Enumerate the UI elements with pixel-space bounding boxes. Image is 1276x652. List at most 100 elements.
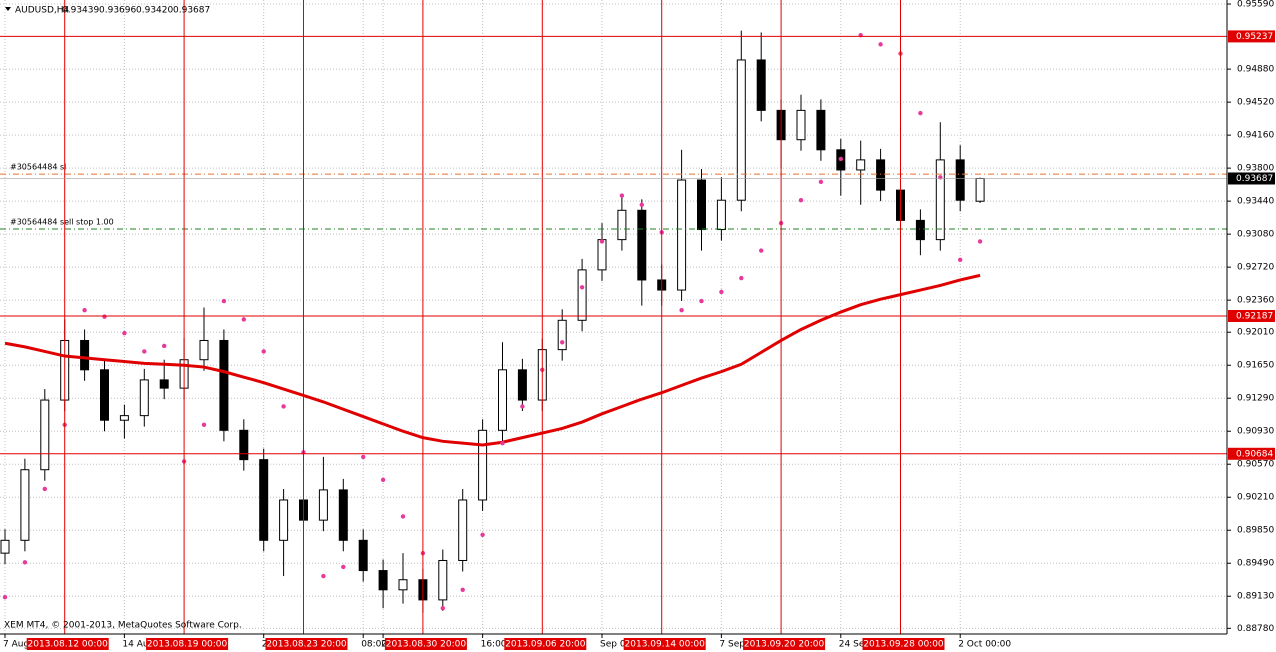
- candle-body: [577, 269, 587, 321]
- candle-body: [259, 459, 269, 541]
- sar-dot: [599, 239, 605, 244]
- vline-label-box: [384, 638, 467, 650]
- x-tick-label: 7 Aug 2: [3, 640, 38, 650]
- candle-body: [856, 159, 866, 171]
- candle-body: [458, 499, 468, 561]
- sar-dot: [380, 477, 386, 483]
- sar-dot: [42, 486, 47, 492]
- sar-dot: [341, 564, 346, 570]
- vline-label-box: [504, 638, 587, 650]
- candle-body: [318, 489, 328, 521]
- candle-body: [637, 209, 647, 281]
- sar-dot: [241, 317, 246, 322]
- y-tick-label: 0.89490: [1237, 559, 1274, 569]
- sar-dot: [460, 587, 465, 593]
- y-tick-label: 0.90570: [1237, 460, 1274, 470]
- x-tick-label: 16:00: [481, 640, 507, 650]
- y-tick-label: 0.93440: [1237, 197, 1274, 207]
- y-tick-label: 0.90930: [1237, 427, 1274, 437]
- y-tick-label: 0.94520: [1237, 98, 1274, 108]
- vline-label: 2013.09.06 20:00: [505, 640, 586, 650]
- x-tick-label: Sep 00:00: [600, 640, 646, 650]
- candle-body: [557, 319, 567, 351]
- sar-dot: [102, 314, 107, 319]
- copyright: XEM MT4, © 2001-2013, MetaQuotes Softwar…: [4, 621, 242, 631]
- sar-dot: [142, 349, 147, 354]
- vline-label: 2013.09.28 00:00: [863, 640, 944, 650]
- candle-body: [617, 209, 627, 241]
- sar-dot: [977, 239, 983, 244]
- sar-dot: [719, 289, 724, 295]
- vline-label: 2013.08.30 20:00: [386, 640, 467, 650]
- sar-dot: [221, 298, 227, 304]
- candle-body: [338, 489, 348, 541]
- y-tick-label: 0.88780: [1237, 624, 1274, 634]
- moving-average: [4, 273, 981, 447]
- candle-body: [697, 179, 706, 231]
- vline-label: 2013.09.14 00:00: [625, 640, 706, 650]
- vline-label-box: [623, 638, 706, 650]
- y-tick-label: 0.94160: [1237, 131, 1274, 141]
- x-tick-label: 2: [381, 640, 387, 650]
- sar-dot: [739, 275, 744, 281]
- candle-body: [358, 539, 368, 572]
- candle-body: [498, 369, 507, 431]
- sar-dot: [321, 573, 326, 579]
- sar-dot: [162, 343, 167, 349]
- y-tick-label: 0.89850: [1237, 526, 1274, 536]
- candle-body: [736, 59, 746, 201]
- sar-dot: [22, 560, 28, 565]
- sar-dot: [520, 404, 525, 409]
- price-label: 0.93687: [1236, 174, 1273, 184]
- candle-body: [199, 339, 209, 361]
- price-label-box: [1228, 172, 1275, 185]
- sar-dot: [82, 308, 87, 313]
- sar-dot: [361, 454, 366, 460]
- level-label: 0.90684: [1236, 449, 1273, 459]
- sar-dot: [759, 248, 764, 253]
- candle-body: [100, 369, 109, 421]
- candle-body: [876, 159, 886, 191]
- candle-body: [378, 570, 388, 591]
- candle-body: [935, 159, 945, 241]
- candle-body: [139, 379, 149, 417]
- level-label-box: [1228, 309, 1275, 322]
- y-tick-label: 0.91290: [1237, 394, 1274, 404]
- y-tick-label: 0.91650: [1237, 361, 1274, 371]
- y-tick-label: 0.93080: [1237, 230, 1274, 240]
- sar-dot: [918, 110, 923, 116]
- sar-dot: [281, 404, 286, 409]
- x-tick-label: 24 Sep 1: [839, 640, 879, 650]
- sar-dot: [798, 198, 804, 203]
- order-label: #30564484 sl: [10, 163, 66, 172]
- vline-label-box: [146, 638, 229, 650]
- y-tick-label: 0.92720: [1237, 263, 1274, 273]
- ohlc-low: 0.93420: [136, 6, 173, 16]
- level-label: 0.92187: [1236, 311, 1273, 321]
- vline-label-box: [862, 638, 945, 650]
- y-tick-label: 0.95590: [1237, 0, 1274, 10]
- order-label: #30564484 sell stop 1.00: [10, 217, 114, 226]
- sar-dot: [579, 285, 585, 290]
- candle-body: [915, 219, 925, 241]
- candle-body: [279, 499, 289, 541]
- x-tick-label: 14 Au: [122, 640, 148, 650]
- vline-label: 2013.08.12 00:00: [28, 640, 109, 650]
- candle-body: [239, 429, 249, 461]
- sar-dot: [500, 440, 505, 446]
- sar-dot: [2, 594, 8, 600]
- sar-dot: [122, 330, 127, 336]
- candle-body: [0, 539, 10, 554]
- vline-label-box: [26, 638, 109, 650]
- candle-body: [597, 239, 607, 271]
- candle-body: [756, 59, 766, 111]
- sar-dot: [619, 193, 625, 198]
- sar-dot: [818, 179, 824, 185]
- candle-body: [796, 109, 806, 141]
- menu-arrow[interactable]: [5, 7, 11, 11]
- ohlc-open: 0.93439: [62, 6, 99, 16]
- level-label-box: [1228, 447, 1275, 460]
